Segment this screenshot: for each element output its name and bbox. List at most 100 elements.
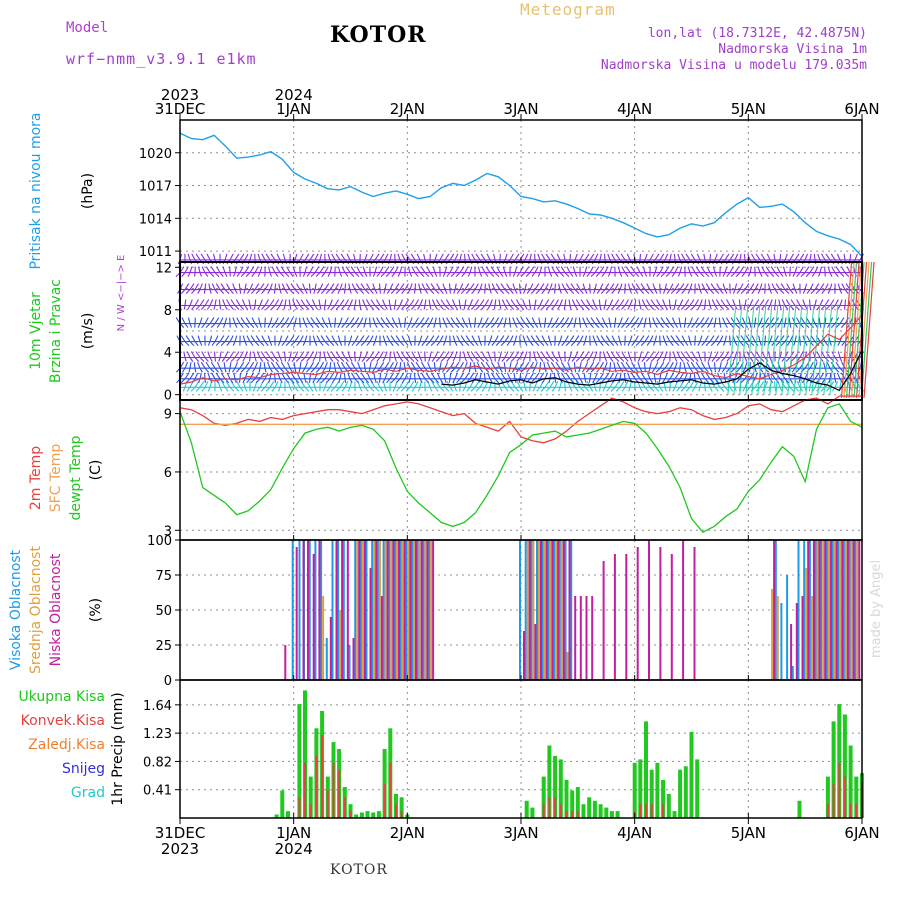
wind-barb-strong <box>858 261 870 398</box>
cloud-bar-0 <box>405 540 408 680</box>
cloud-bar-0 <box>564 540 567 680</box>
footer-station: KOTOR <box>330 862 388 878</box>
cloud-bar-2 <box>335 540 338 680</box>
precip-bar-0 <box>541 776 546 818</box>
cloud-bar-0 <box>422 540 425 680</box>
precip-bar-0 <box>661 780 666 818</box>
cloud-bar-2 <box>801 596 804 680</box>
cloud-bar-1 <box>526 540 529 680</box>
wind-barb-strong <box>848 261 860 398</box>
precip-bar-0 <box>524 800 529 819</box>
cloud-bar-1 <box>555 540 558 680</box>
cloud-bar-2 <box>329 617 332 680</box>
cloud-bar-2 <box>369 568 372 680</box>
cloud-bar-2 <box>852 540 855 680</box>
cloud-bar-1 <box>424 540 427 680</box>
precip-bar-0 <box>376 811 381 818</box>
cloud-bar-0 <box>308 540 311 680</box>
precip-bar-0 <box>604 807 609 818</box>
lonlat-label: lon,lat (18.7312E, 42.4875N) <box>647 26 867 41</box>
cloud-bar-0 <box>786 575 789 680</box>
cloud-bar-1 <box>396 540 398 680</box>
cloud-bar-1 <box>856 540 859 680</box>
precip-bar-0 <box>638 759 643 818</box>
cloud-bar-0 <box>337 540 340 680</box>
x-day-label-bottom: 2JAN <box>390 824 425 842</box>
cloud-bar-0 <box>416 540 419 680</box>
x-day-label-bottom: 4JAN <box>617 824 652 842</box>
cloud-bar-0 <box>394 540 396 680</box>
wind-axis-label-1: 10m Vjetar <box>28 292 44 370</box>
wind-unit-label: (m/s) <box>80 313 96 350</box>
precip-bar-0 <box>825 776 830 818</box>
cloud-bar-2 <box>835 540 838 680</box>
cloud-bar-0 <box>803 540 806 680</box>
wind-barb-gust <box>775 304 785 395</box>
cloud-bar-2 <box>409 540 412 680</box>
cloud-bar-1 <box>805 568 808 680</box>
cloud-bar-0 <box>342 540 345 680</box>
cloud-bar-1 <box>373 540 376 680</box>
wind-barb-row <box>175 361 862 373</box>
cloud-bar-2 <box>363 540 366 680</box>
cloud-bar-2 <box>534 624 537 680</box>
cloud-unit-label: (%) <box>88 598 104 622</box>
temp-sfc-label: SFC Temp <box>48 444 64 513</box>
x-day-label-top: 5JAN <box>731 100 766 118</box>
precip-bar-1 <box>838 762 841 818</box>
cloud-bar-2 <box>302 540 305 680</box>
cloud-bar-2 <box>846 540 849 680</box>
precip-bar-0 <box>575 787 580 818</box>
cloud-bar-2 <box>295 547 298 680</box>
precip-bar-0 <box>672 811 677 818</box>
cloud-bar-1 <box>430 540 433 680</box>
watermark: made by Angel <box>869 560 884 658</box>
precip-bar-1 <box>321 735 324 818</box>
precip-bar-1 <box>332 762 335 818</box>
cloud-bar-2 <box>540 540 542 680</box>
cloud-bar-0 <box>382 540 385 680</box>
precip-legend-4: Grad <box>71 785 105 801</box>
precip-bar-0 <box>854 776 859 818</box>
wind-barb-gust <box>811 304 821 395</box>
wind-barb-gust <box>757 304 767 395</box>
cloud-bar-0 <box>831 540 834 680</box>
pressure-unit-label: (hPa) <box>80 173 96 209</box>
x-year-label-top: 2023 <box>161 86 199 104</box>
cloud-bar-2 <box>824 540 827 680</box>
cloud-bar-2 <box>392 540 395 680</box>
precip-bar-0 <box>842 714 847 818</box>
cloud-bar-0 <box>541 540 544 680</box>
cloud-bar-2 <box>613 554 616 680</box>
cloud-bar-1 <box>361 540 364 680</box>
pressure-axis-label: Pritisak na nivou mora <box>28 112 44 269</box>
precip-bar-1 <box>326 790 329 818</box>
precip-bar-1 <box>542 804 545 818</box>
cloud-bar-1 <box>560 540 563 680</box>
wind-barb-row <box>178 299 865 310</box>
cloud-bar-2 <box>858 540 861 680</box>
temp-2m-label: 2m Temp <box>28 446 44 510</box>
cloud-bar-0 <box>814 540 817 680</box>
cloud-bar-2 <box>670 554 673 680</box>
cloud-bar-1 <box>844 540 847 680</box>
temp-unit-label: (C) <box>88 460 104 481</box>
pressure-line <box>179 132 863 257</box>
cloud-bar-0 <box>842 540 845 680</box>
wind-barb-strong <box>863 261 875 398</box>
precip-bar-0 <box>848 745 853 818</box>
cloud-bar-2 <box>551 540 554 680</box>
x-day-label-bottom: 3JAN <box>503 824 538 842</box>
precip-bar-0 <box>365 811 370 818</box>
cloud-bar-2 <box>386 540 389 680</box>
cloud-bar-0 <box>388 540 391 680</box>
wind-barb-strong <box>860 261 873 398</box>
cloud-bar-1 <box>810 596 813 680</box>
cloud-bar-2 <box>557 540 560 680</box>
wind-barb-row <box>179 380 865 392</box>
precip-bar-0 <box>831 721 836 818</box>
cloud-high-label: Visoka Oblacnost <box>8 549 24 670</box>
cloud-bar-0 <box>325 638 328 680</box>
temp-dewpt-label: dewpt Temp <box>68 435 84 520</box>
precip-bar-0 <box>587 797 592 818</box>
